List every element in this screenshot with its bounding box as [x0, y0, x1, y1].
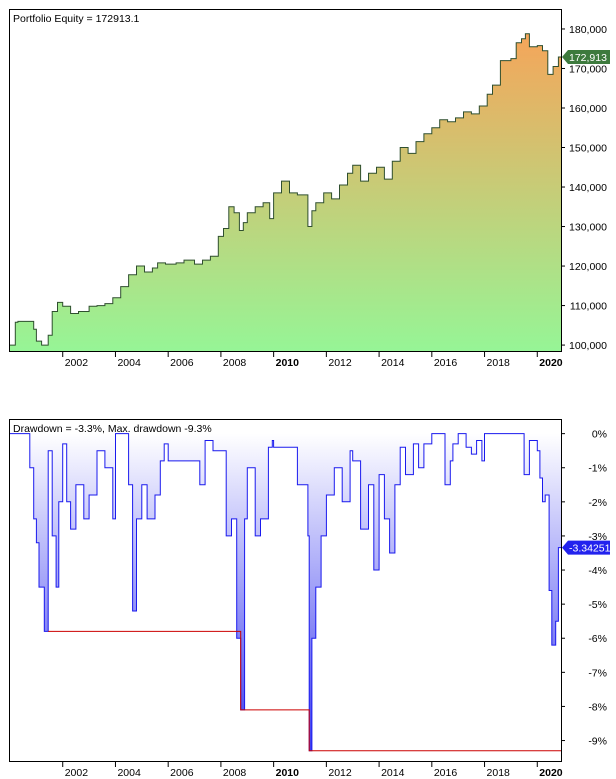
y-tick-label: 120,000: [569, 261, 607, 273]
y-tick-label: 0%: [592, 429, 607, 441]
y-tick-label: 160,000: [569, 103, 607, 115]
x-tick-label: 2016: [434, 767, 458, 779]
drawdown-last-value-badge: -3.34251: [562, 540, 611, 555]
drawdown-y-axis: 0% -1% -2% -3% -4% -5% -6% -7% -8% -9%: [561, 429, 607, 748]
drawdown-panel-frame: [9, 419, 562, 762]
equity-y-axis: 100,000 110,000 120,000 130,000 140,000 150,0…: [561, 24, 607, 352]
x-tick-label: 2010: [276, 767, 300, 779]
x-tick-label: 2004: [117, 357, 141, 369]
max-drawdown-steps: [48, 630, 561, 752]
equity-panel: Portfolio Equity = 172913.1 100,000 110,0…: [9, 9, 610, 369]
equity-line: [10, 33, 561, 346]
y-tick-label: -6%: [588, 633, 607, 645]
x-tick-label: 2018: [487, 767, 511, 779]
x-tick-label: 2014: [381, 357, 405, 369]
drawdown-line: [10, 433, 561, 752]
equity-x-axis: 2002 2004 2006 2008 2010 2012 2014 2016 2018 2020: [62, 351, 563, 369]
x-tick-label: 2014: [381, 767, 405, 779]
y-tick-label: 130,000: [569, 222, 607, 234]
y-tick-label: -4%: [588, 565, 607, 577]
y-tick-label: 100,000: [569, 340, 607, 352]
y-tick-label: 150,000: [569, 143, 607, 155]
y-tick-label: -7%: [588, 667, 607, 679]
x-tick-label: 2004: [117, 767, 141, 779]
equity-title: Portfolio Equity = 172913.1: [13, 13, 140, 25]
equity-badge-shape: [562, 49, 610, 64]
y-tick-label: -1%: [588, 463, 607, 475]
y-tick-label: -3%: [588, 531, 607, 543]
y-tick-label: 110,000: [570, 301, 607, 313]
x-tick-label: 2018: [487, 357, 511, 369]
y-tick-label: 170,000: [569, 63, 607, 75]
equity-last-value-badge: 172,913: [562, 49, 610, 64]
drawdown-badge-shape: [562, 540, 610, 555]
drawdown-area: [10, 433, 561, 751]
drawdown-x-axis: 2002 2004 2006 2008 2010 2012 2014 2016 2018 2020: [62, 761, 563, 779]
equity-area: [10, 33, 561, 351]
max-drawdown-line: [48, 630, 561, 752]
drawdown-title: Drawdown = -3.3%, Max. drawdown -9.3%: [13, 423, 212, 435]
x-tick-label: 2012: [328, 767, 352, 779]
x-tick-label: 2020: [539, 357, 563, 369]
y-tick-label: -9%: [588, 736, 607, 748]
drawdown-panel: Drawdown = -3.3%, Max. drawdown -9.3% 0%…: [9, 419, 611, 779]
x-tick-label: 2016: [434, 357, 458, 369]
drawdown-badge-text: -3.34251: [569, 543, 611, 555]
x-tick-label: 2012: [328, 357, 352, 369]
y-tick-label: 180,000: [569, 24, 607, 36]
x-tick-label: 2002: [65, 767, 89, 779]
y-tick-label: -2%: [588, 497, 607, 509]
x-tick-label: 2010: [276, 357, 300, 369]
y-tick-label: -8%: [588, 701, 607, 713]
y-tick-label: 140,000: [569, 182, 607, 194]
y-tick-label: -5%: [588, 599, 607, 611]
x-tick-label: 2002: [65, 357, 89, 369]
equity-badge-text: 172,913: [569, 52, 607, 64]
x-tick-label: 2006: [170, 767, 194, 779]
x-tick-label: 2020: [539, 767, 563, 779]
x-tick-label: 2006: [170, 357, 194, 369]
x-tick-label: 2008: [223, 767, 247, 779]
x-tick-label: 2008: [223, 357, 247, 369]
